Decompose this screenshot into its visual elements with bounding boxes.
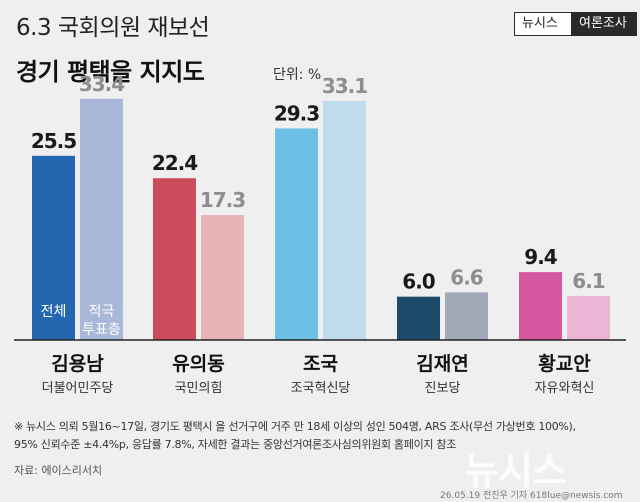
watermark: 뉴시스 <box>464 449 567 493</box>
bar-overall-3 <box>397 296 440 340</box>
value-label: 17.3 <box>200 188 245 212</box>
credit-label: 26.05.19 전진우 기자 618lue@newsis.com <box>440 491 623 501</box>
series-label: 적극 <box>89 304 115 320</box>
bar-overall-4 <box>519 272 562 340</box>
series-label: 전체 <box>41 304 67 320</box>
party-label: 자유와혁신 <box>535 381 595 396</box>
bar-active-0 <box>80 98 123 341</box>
value-label: 6.1 <box>572 269 605 293</box>
bar-overall-2 <box>275 128 318 340</box>
footnote-line-1: ※ 뉴시스 의뢰 5월16~17일, 경기도 평택시 을 선거구에 거주 만 1… <box>14 420 576 433</box>
value-label: 33.4 <box>79 72 124 96</box>
candidate-name: 유의동 <box>172 353 224 375</box>
title-line-1: 6.3 국회의원 재보선 <box>16 15 210 41</box>
value-label: 29.3 <box>274 101 319 125</box>
candidate-name: 김재연 <box>416 353 468 375</box>
party-label: 더불어민주당 <box>42 381 114 396</box>
party-label: 국민의힘 <box>175 381 223 396</box>
party-label: 조국혁신당 <box>291 381 351 396</box>
title-line-2: 경기 평택을 지지도 <box>16 58 205 86</box>
footnote-line-2: 95% 신뢰수준 ±4.4%p, 응답률 7.8%, 자세한 결과는 중앙선거여… <box>14 438 457 451</box>
bar-active-3 <box>445 292 488 340</box>
bar-active-4 <box>567 295 610 340</box>
value-label: 9.4 <box>524 245 557 269</box>
candidate-name: 황교안 <box>538 352 591 375</box>
value-label: 25.5 <box>31 129 76 153</box>
value-label: 33.1 <box>322 74 367 98</box>
source-label: 자료: 에이스리서치 <box>14 464 103 477</box>
party-label: 진보당 <box>425 381 461 396</box>
unit-label: 단위: % <box>273 67 322 83</box>
value-label: 22.4 <box>152 151 197 175</box>
bar-active-2 <box>323 100 366 340</box>
value-label: 6.6 <box>450 265 483 289</box>
value-label: 6.0 <box>402 270 435 294</box>
series-label: 투표층 <box>82 322 121 338</box>
bar-overall-0 <box>32 155 75 340</box>
candidate-name: 조국 <box>303 353 338 375</box>
candidate-name: 김용남 <box>51 353 104 375</box>
bar-overall-1 <box>153 178 196 340</box>
bar-active-1 <box>201 215 244 340</box>
brand-sub-badge: 여론조사 <box>571 12 637 36</box>
